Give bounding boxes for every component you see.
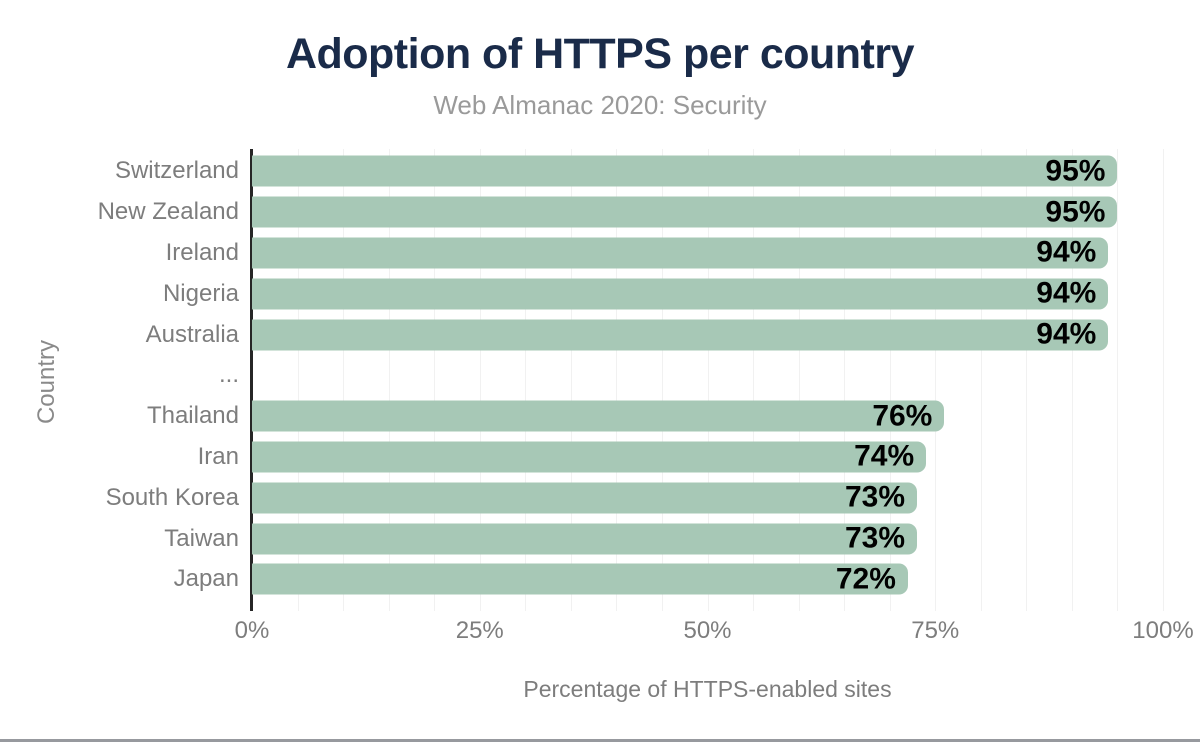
- bar-track: 94%: [252, 273, 1163, 314]
- country-label: Iran: [197, 442, 239, 470]
- gridline: [753, 149, 755, 611]
- y-axis-line: [250, 149, 253, 611]
- bar: 72%: [252, 562, 908, 596]
- x-tick-label: 75%: [911, 617, 960, 644]
- bar-row: ...: [0, 355, 1163, 396]
- chart-subtitle: Web Almanac 2020: Security: [433, 90, 767, 120]
- country-label: Japan: [173, 565, 239, 593]
- value-label: 95%: [1045, 154, 1106, 188]
- bar-row: South Korea 73%: [0, 477, 1163, 518]
- x-axis-ticks: 0% 25% 50% 75% 100%: [235, 617, 1194, 645]
- country-label: Australia: [145, 320, 239, 348]
- gridline: [935, 149, 937, 611]
- bar-row: Nigeria 94%: [0, 273, 1163, 314]
- bar: 94%: [252, 276, 1109, 310]
- value-label: 72%: [835, 562, 896, 596]
- country-label: Switzerland: [114, 157, 239, 185]
- bar-track: 94%: [252, 314, 1163, 355]
- bar-track: 72%: [252, 559, 1163, 600]
- gridline: [707, 149, 709, 611]
- bar-track: 76%: [252, 396, 1163, 437]
- plot-area: [250, 149, 1164, 611]
- value-label: 94%: [1036, 317, 1097, 351]
- country-label: New Zealand: [97, 198, 239, 226]
- bar: 73%: [252, 521, 918, 555]
- gridline: [889, 149, 891, 611]
- gridline: [844, 149, 846, 611]
- country-label: Ireland: [165, 238, 239, 266]
- x-tick-label: 0%: [234, 617, 270, 644]
- gridline: [343, 149, 345, 611]
- bar-track: [252, 355, 1163, 396]
- bar-row: New Zealand 95%: [0, 192, 1163, 233]
- gridline: [1163, 149, 1164, 611]
- value-label: 95%: [1045, 195, 1106, 229]
- bar-row: Switzerland 95%: [0, 151, 1163, 192]
- country-label: Nigeria: [162, 279, 239, 307]
- value-label: 76%: [872, 399, 933, 433]
- gridline: [980, 149, 982, 611]
- bar: 73%: [252, 480, 918, 514]
- value-label: 94%: [1036, 235, 1097, 269]
- gridline: [297, 149, 299, 611]
- gridline: [479, 149, 481, 611]
- gridline: [1026, 149, 1028, 611]
- bottom-edge-strip: [0, 739, 1200, 742]
- gridline: [616, 149, 618, 611]
- country-label: Thailand: [146, 402, 239, 430]
- bar-row: Ireland 94%: [0, 233, 1163, 274]
- country-label: South Korea: [105, 483, 239, 511]
- country-label: ...: [218, 361, 239, 389]
- bar: 74%: [252, 439, 927, 473]
- bar: 76%: [252, 399, 945, 433]
- gridline: [1071, 149, 1073, 611]
- gridline: [388, 149, 390, 611]
- gridline: [434, 149, 436, 611]
- bar: 94%: [252, 235, 1109, 269]
- gridline: [570, 149, 572, 611]
- bar-track: 73%: [252, 518, 1163, 559]
- x-tick-label: 25%: [455, 617, 504, 644]
- x-axis-title: Percentage of HTTPS-enabled sites: [523, 676, 892, 702]
- value-label: 94%: [1036, 276, 1097, 310]
- bar-rows: Switzerland 95% New Zealand 95% Ireland 94% Ni…: [0, 151, 1163, 600]
- value-label: 73%: [844, 521, 906, 555]
- chart-title: Adoption of HTTPS per country: [285, 30, 915, 78]
- bar-row: Taiwan 73%: [0, 518, 1163, 559]
- bar: 95%: [252, 195, 1118, 229]
- gridline: [798, 149, 800, 611]
- bar-track: 95%: [252, 151, 1163, 192]
- gridline: [525, 149, 527, 611]
- bar-track: 95%: [252, 192, 1163, 233]
- bar-row: Japan 72%: [0, 559, 1163, 600]
- bar-track: 74%: [252, 437, 1163, 478]
- x-tick-label: 100%: [1132, 617, 1194, 644]
- country-label: Taiwan: [164, 524, 239, 552]
- value-label: 74%: [854, 439, 915, 473]
- bar: 95%: [252, 154, 1118, 188]
- bar-row: Thailand 76%: [0, 396, 1163, 437]
- value-label: 73%: [844, 480, 906, 514]
- bar: 94%: [252, 317, 1109, 351]
- bar-row: Iran 74%: [0, 437, 1163, 478]
- bar-track: 73%: [252, 477, 1163, 518]
- bar-track: 94%: [252, 233, 1163, 274]
- bar-row: Australia 94%: [0, 314, 1163, 355]
- gridline: [661, 149, 663, 611]
- gridline: [1117, 149, 1119, 611]
- x-tick-label: 50%: [683, 617, 732, 644]
